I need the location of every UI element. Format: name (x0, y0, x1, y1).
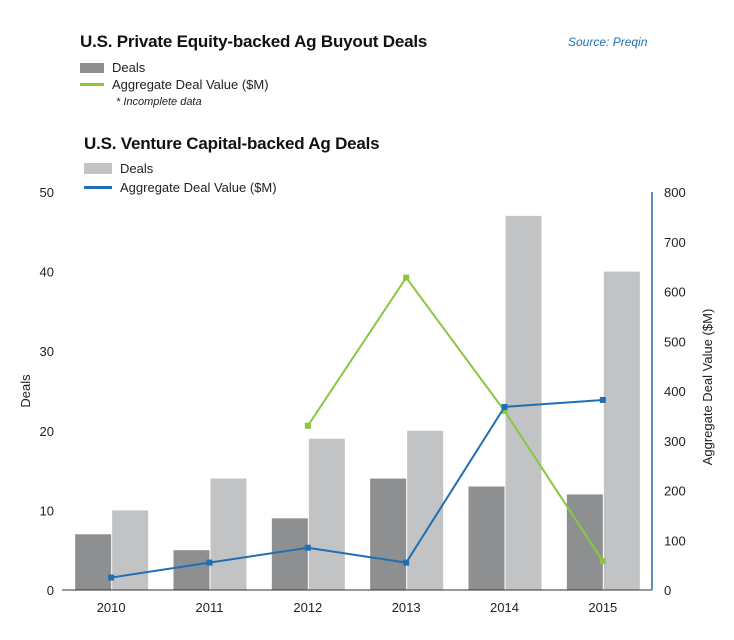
vc-legend-deals: Deals (84, 161, 153, 176)
vc-deals-bar (308, 438, 345, 590)
y-tick-label: 30 (40, 344, 54, 359)
pe-value-point (304, 422, 311, 429)
pe-deals-bar (271, 518, 308, 590)
y2-tick-label: 100 (664, 533, 686, 548)
pe-value-line (306, 275, 604, 562)
y2-tick-label: 400 (664, 384, 686, 399)
pe-deals-swatch (80, 62, 104, 73)
vc-value-point (108, 574, 115, 581)
y2-axis-label: Aggregate Deal Value ($M) (700, 309, 715, 466)
x-tick-label: 2014 (490, 600, 519, 615)
vc-value-point (304, 544, 311, 551)
pe-legend-deals: Deals (80, 60, 145, 75)
vc-deals-swatch (84, 163, 112, 174)
y-tick-label: 10 (40, 503, 54, 518)
vc-value-line (111, 398, 603, 579)
vc-chart-title: U.S. Venture Capital-backed Ag Deals (84, 134, 380, 153)
y2-tick-label: 300 (664, 434, 686, 449)
pe-value-point (403, 274, 410, 281)
vc-deals-bar (407, 430, 444, 590)
vc-value-point (403, 559, 410, 566)
pe-deals-bar (370, 478, 407, 590)
vc-legend-value-label: Aggregate Deal Value ($M) (120, 180, 277, 195)
y-tick-label: 40 (40, 265, 54, 280)
source-label: Source: Preqin (568, 35, 648, 49)
vc-value-point (599, 396, 606, 403)
x-tick-label: 2015 (588, 600, 617, 615)
x-tick-label: 2012 (293, 600, 322, 615)
pe-legend-deals-label: Deals (112, 60, 146, 75)
y2-tick-label: 500 (664, 334, 686, 349)
y-tick-label: 50 (40, 185, 54, 200)
vc-legend-value: Aggregate Deal Value ($M) (84, 180, 277, 195)
pe-value-point (599, 558, 606, 565)
vc-value-swatch (84, 186, 112, 189)
pe-value-point (501, 407, 508, 414)
vc-value-point (206, 559, 213, 566)
pe-deals-bar (468, 486, 505, 590)
y2-tick-label: 600 (664, 285, 686, 300)
vc-deals-bar (603, 271, 640, 590)
pe-chart-title: U.S. Private Equity-backed Ag Buyout Dea… (80, 32, 428, 51)
y2-tick-label: 200 (664, 484, 686, 499)
y-tick-label: 20 (40, 424, 54, 439)
pe-deals-bar (75, 534, 112, 590)
vc-legend-deals-label: Deals (120, 161, 154, 176)
x-tick-label: 2013 (392, 600, 421, 615)
x-tick-label: 2010 (97, 600, 126, 615)
pe-deals-bar (566, 494, 603, 590)
y2-tick-label: 800 (664, 185, 686, 200)
y2-tick-label: 700 (664, 235, 686, 250)
pe-value-swatch (80, 83, 104, 86)
y-tick-label: 0 (47, 583, 54, 598)
pe-legend-value: Aggregate Deal Value ($M) (80, 77, 269, 92)
pe-legend-value-label: Aggregate Deal Value ($M) (112, 77, 269, 92)
x-tick-label: 2011 (196, 600, 224, 615)
pe-deals-bar (173, 550, 210, 590)
vc-deals-bar (112, 510, 149, 590)
y-axis-label: Deals (18, 374, 33, 408)
y2-tick-label: 0 (664, 583, 671, 598)
vc-value-point (501, 403, 508, 410)
incomplete-data-note: * Incomplete data (116, 96, 202, 108)
vc-deals-bar (505, 215, 542, 590)
vc-deals-bar (210, 478, 247, 590)
